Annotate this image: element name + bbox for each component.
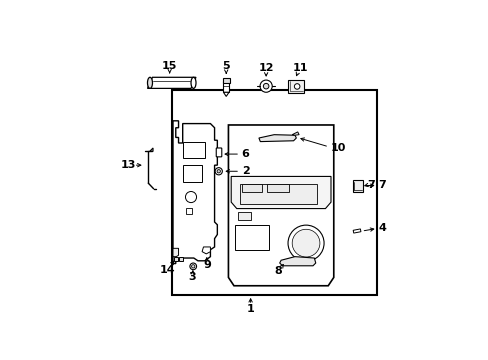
Bar [186,208,191,214]
Circle shape [215,168,222,175]
Text: 7: 7 [378,180,386,190]
Text: 4: 4 [378,223,386,233]
Text: 14: 14 [159,265,175,275]
Polygon shape [202,247,210,254]
Polygon shape [352,229,360,233]
Circle shape [294,84,299,89]
Polygon shape [292,132,299,135]
Polygon shape [267,184,289,193]
Circle shape [287,225,324,261]
Polygon shape [173,121,217,264]
Circle shape [189,263,196,270]
Text: 15: 15 [162,61,177,71]
Text: 8: 8 [274,266,282,276]
Polygon shape [259,135,296,141]
Bar [223,78,229,82]
Circle shape [260,80,272,92]
Bar [183,141,204,158]
Polygon shape [279,257,315,266]
Text: 3: 3 [188,273,196,283]
Polygon shape [228,125,333,286]
Bar [352,180,363,192]
Ellipse shape [191,77,196,89]
Text: 13: 13 [120,160,136,170]
Circle shape [191,265,195,268]
Bar [223,81,228,92]
Text: 1: 1 [246,304,254,314]
Text: 10: 10 [330,143,345,153]
Circle shape [263,84,268,89]
Bar [171,90,376,296]
Bar [288,80,304,93]
Bar [173,257,177,261]
Text: 6: 6 [241,149,249,159]
Bar [178,257,183,261]
Ellipse shape [147,77,152,89]
Bar [238,212,250,220]
Polygon shape [223,92,228,96]
Text: 7: 7 [366,180,374,190]
Text: 9: 9 [203,260,210,270]
Text: 11: 11 [292,63,307,73]
FancyBboxPatch shape [216,148,222,157]
Bar [239,184,317,204]
Polygon shape [149,148,153,151]
Polygon shape [173,248,178,257]
Bar [235,225,268,250]
Text: 2: 2 [241,166,249,176]
Polygon shape [147,77,196,89]
Text: 5: 5 [222,62,229,72]
Polygon shape [242,184,261,193]
Circle shape [217,170,220,173]
Polygon shape [231,176,330,208]
Circle shape [292,229,319,257]
Circle shape [185,192,196,203]
Text: 12: 12 [258,63,273,73]
Bar [183,165,201,182]
